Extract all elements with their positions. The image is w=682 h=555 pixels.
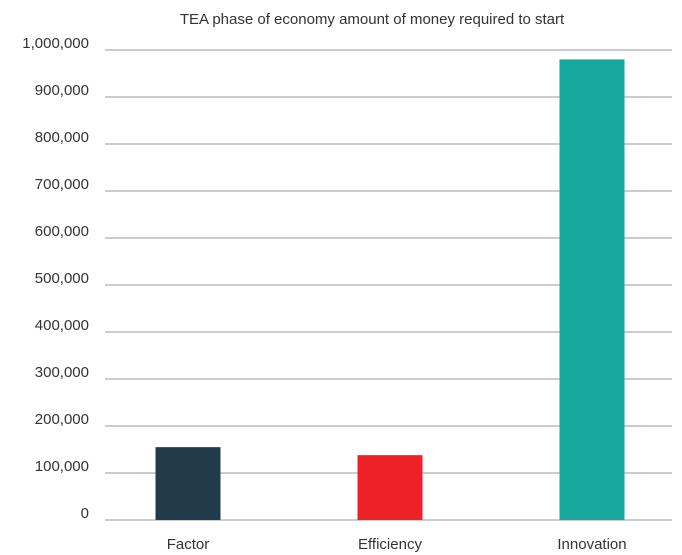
x-tick-label: Factor (167, 536, 210, 553)
x-tick-label: Innovation (557, 536, 626, 553)
y-tick-label: 100,000 (35, 458, 89, 475)
bar (357, 455, 423, 520)
y-tick-label: 800,000 (35, 129, 89, 146)
y-tick-label: 200,000 (35, 411, 89, 428)
y-tick-label: 0 (81, 505, 89, 522)
x-tick-label: Efficiency (358, 536, 422, 553)
bar (559, 59, 625, 521)
y-tick-label: 300,000 (35, 364, 89, 381)
bar (155, 447, 221, 520)
y-tick-label: 700,000 (35, 176, 89, 193)
y-tick-label: 500,000 (35, 270, 89, 287)
y-tick-label: 400,000 (35, 317, 89, 334)
y-tick-label: 1,000,000 (22, 35, 89, 52)
chart-title: TEA phase of economy amount of money req… (180, 11, 565, 28)
y-tick-label: 900,000 (35, 82, 89, 99)
y-tick-label: 600,000 (35, 223, 89, 240)
